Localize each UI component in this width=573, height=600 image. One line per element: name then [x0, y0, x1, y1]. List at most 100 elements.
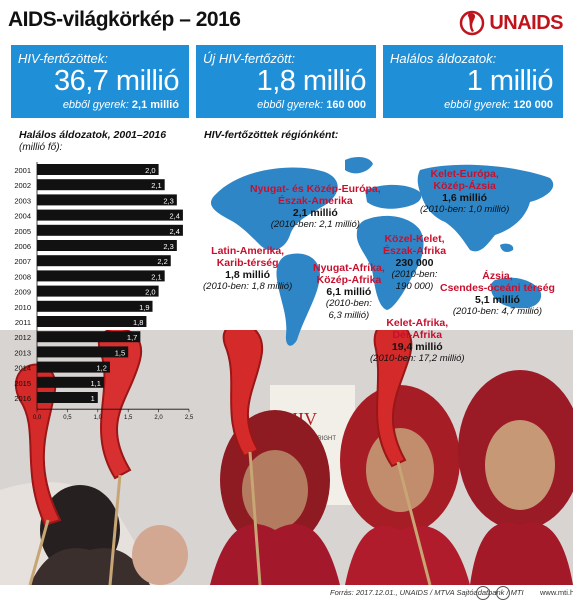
kpi-label: HIV-fertőzöttek: [18, 51, 108, 66]
kpi-sub: ebből gyerek: 2,1 millió [63, 99, 179, 111]
category-label: 2002 [14, 181, 31, 190]
kpi-value: 1 millió [466, 65, 554, 97]
region-prev: (2010-ben: [391, 269, 438, 280]
bar-value-label: 1,1 [90, 379, 100, 388]
region-name: Ázsia, [482, 270, 513, 282]
category-label: 2006 [14, 242, 31, 251]
kpi-sub-label: ebből gyerek: [62, 99, 129, 111]
x-tick-label: 2,0 [154, 415, 163, 420]
background-photo: HIV THE HUMAN RIGHT [0, 330, 573, 585]
category-label: 2010 [14, 303, 31, 312]
bar-value-label: 1,5 [115, 348, 125, 357]
bar [37, 224, 183, 236]
region-east-south-africa: Kelet-Afrika, Dél-Afrika 19,4 millió (20… [370, 317, 465, 365]
kpi-label: Halálos áldozatok: [390, 51, 497, 66]
kpi-sub-label: ebből gyerek: [444, 99, 511, 111]
region-name-2: Dél-Afrika [392, 329, 443, 341]
region-western-europe-north-america: Nyugat- és Közép-Európa, Észak-Amerika 2… [250, 183, 381, 231]
region-value: 230 000 [395, 257, 434, 269]
bar-value-label: 1,7 [127, 333, 137, 342]
region-value: 1,6 millió [442, 192, 488, 204]
region-prev: (2010-ben: 17,2 millió) [370, 353, 465, 364]
region-prev: (2010-ben: 1,8 millió) [203, 281, 293, 292]
footer-source: Forrás: 2017.12.01., UNAIDS / MTVA Sajtó… [330, 588, 524, 597]
category-label: 2013 [14, 348, 31, 357]
bar-value-label: 2,4 [169, 227, 179, 236]
bar [37, 346, 129, 358]
bar-value-label: 2,1 [151, 181, 161, 190]
footer-icons [476, 586, 510, 600]
footer-site: www.mti.hu [540, 588, 573, 597]
world-map [210, 156, 554, 346]
kpi-sub-value: 2,1 millió [131, 99, 179, 111]
region-prev-2: 6,3 millió) [328, 310, 370, 321]
bar-value-label: 2,1 [151, 272, 161, 281]
bar-value-label: 1 [91, 394, 95, 403]
region-name-2: Közép-Ázsia [433, 180, 496, 192]
category-label: 2001 [14, 166, 31, 175]
bar-value-label: 1,9 [139, 303, 149, 312]
x-tick-label: 0,5 [63, 415, 72, 420]
bar-value-label: 2,2 [157, 257, 167, 266]
bar [37, 240, 177, 251]
ribbon-globe-icon [460, 10, 485, 36]
region-asia-pacific: Ázsia, Csendes-óceáni térség 5,1 millió … [440, 270, 555, 318]
category-label: 2011 [15, 318, 31, 327]
bar-value-label: 2,0 [145, 288, 155, 297]
bar [37, 285, 159, 297]
region-name-2: Észak-Amerika [277, 195, 353, 207]
map-title: HIV-fertőzöttek régiónként: [204, 129, 339, 141]
unaids-logo: UNAIDS [459, 10, 563, 36]
kpi-sub: ebből gyerek: 120 000 [444, 99, 553, 111]
region-name-2: Észak-Afrika [383, 245, 447, 257]
kpi-deaths: Halálos áldozatok: 1 millió ebből gyerek… [383, 45, 563, 118]
bar [37, 316, 147, 327]
bar-value-label: 1,8 [133, 318, 143, 327]
region-eastern-europe-central-asia: Kelet-Európa, Közép-Ázsia 1,6 millió (20… [420, 168, 509, 216]
region-name: Nyugat-Afrika, [313, 262, 385, 274]
deaths-bar-chart: 2001 2,0 2002 2,1 2003 2,3 2004 2,4 2005 2,4 2006 2… [14, 162, 194, 420]
kpi-value: 36,7 millió [53, 65, 180, 97]
bar [37, 331, 141, 343]
bar [37, 361, 110, 373]
region-name-2: Közép-Afrika [316, 274, 382, 286]
logo-text: UNAIDS [489, 11, 563, 34]
region-middle-east-north-africa: Közel-Kelet, Észak-Afrika 230 000 (2010-… [383, 233, 446, 293]
region-value: 5,1 millió [475, 294, 520, 306]
region-latin-america-caribbean: Latin-Amerika, Karib-térség 1,8 millió (… [203, 245, 292, 293]
bar [37, 179, 165, 191]
bar [37, 164, 159, 175]
bar [37, 194, 177, 206]
footer: Forrás: 2017.12.01., UNAIDS / MTVA Sajtó… [0, 585, 573, 600]
category-label: 2012 [14, 333, 31, 342]
region-name: Közel-Kelet, [384, 233, 445, 245]
bar-value-label: 2,3 [163, 242, 173, 251]
mtva-logo-icon [496, 586, 510, 600]
category-label: 2016 [14, 394, 31, 403]
region-name-2: Csendes-óceáni térség [440, 282, 555, 294]
region-value: 2,1 millió [292, 207, 338, 219]
x-tick-label: 0,0 [33, 415, 42, 420]
region-prev: (2010-ben: 1,0 millió) [420, 204, 510, 215]
x-tick-label: 1,5 [124, 415, 133, 420]
category-label: 2015 [14, 379, 31, 388]
category-label: 2008 [14, 272, 31, 281]
kpi-sub-value: 160 000 [326, 99, 366, 111]
region-name: Latin-Amerika, [211, 245, 285, 257]
bar-value-label: 2,0 [145, 166, 155, 175]
bar-value-label: 1,2 [97, 364, 107, 373]
kpi-hiv-infected: HIV-fertőzöttek: 36,7 millió ebből gyere… [11, 45, 189, 118]
bar-value-label: 2,3 [163, 196, 173, 205]
region-value: 6,1 millió [326, 286, 372, 298]
chart-unit: (millió fő): [19, 142, 63, 153]
region-west-central-africa: Nyugat-Afrika, Közép-Afrika 6,1 millió (… [313, 262, 385, 322]
kpi-sub-label: ebből gyerek: [257, 99, 324, 111]
page-title: AIDS-világkörkép – 2016 [8, 8, 241, 31]
region-name: Kelet-Afrika, [386, 317, 449, 329]
category-label: 2014 [14, 364, 31, 373]
bar-value-label: 2,4 [169, 212, 179, 221]
kpi-sub: ebből gyerek: 160 000 [257, 99, 366, 111]
x-tick-label: 1,0 [94, 415, 103, 420]
region-name: Kelet-Európa, [430, 168, 499, 180]
x-tick-label: 2,5 [185, 415, 194, 420]
